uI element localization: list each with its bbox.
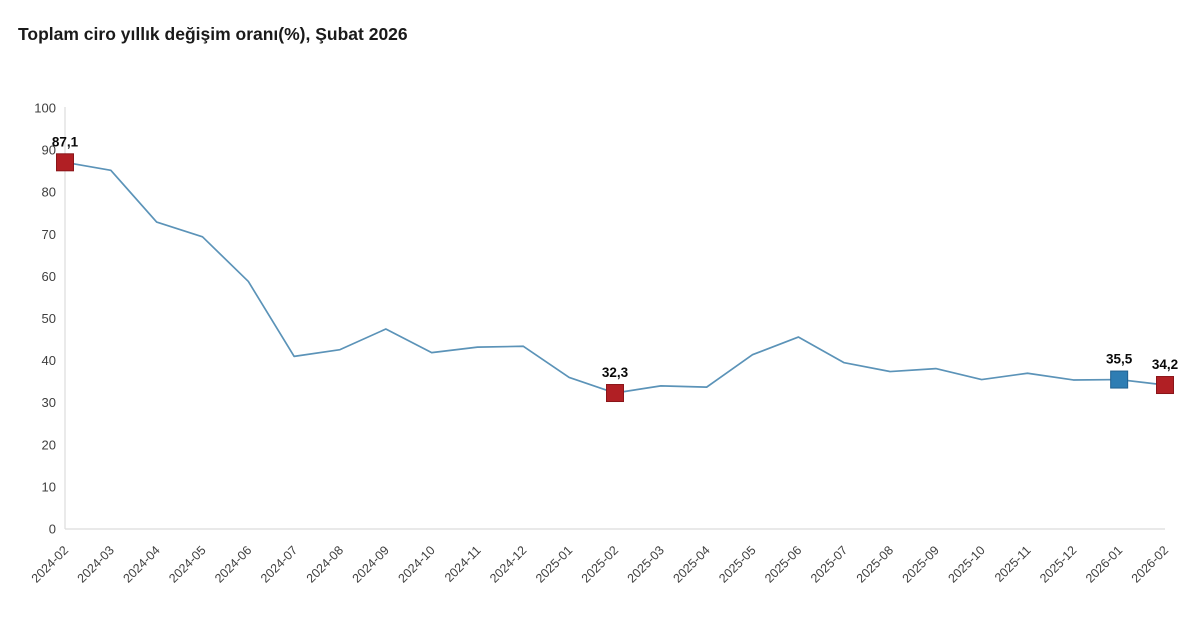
data-point-value-label: 32,3	[602, 365, 629, 380]
data-point-marker	[1156, 376, 1174, 395]
data-point-marker	[56, 153, 74, 172]
y-axis-tick-label: 0	[49, 522, 56, 537]
data-point-value-label: 87,1	[52, 134, 79, 149]
x-axis-tick-label: 2024-03	[75, 543, 117, 585]
chart-title: Toplam ciro yıllık değişim oranı(%), Şub…	[18, 24, 408, 44]
x-axis-tick-label: 2025-07	[808, 543, 850, 585]
y-axis-tick-label: 40	[42, 353, 56, 368]
x-axis-tick-label: 2026-01	[1083, 543, 1125, 585]
x-axis-tick-label: 2024-07	[258, 543, 300, 585]
x-axis-tick-label: 2024-05	[166, 543, 208, 585]
x-axis-tick-label: 2024-12	[487, 543, 529, 585]
x-axis-tick-label: 2024-11	[442, 543, 484, 585]
x-axis-tick-label: 2024-06	[212, 543, 254, 585]
x-axis-tick-label: 2025-03	[625, 543, 667, 585]
y-axis-tick-label: 100	[34, 101, 56, 116]
x-axis-tick-label: 2025-05	[716, 543, 758, 585]
data-point-marker	[606, 384, 624, 403]
x-axis-tick-label: 2025-06	[762, 543, 804, 585]
x-axis-tick-label: 2024-04	[120, 543, 162, 585]
y-axis-tick-label: 20	[42, 437, 56, 452]
data-point-value-label: 34,2	[1152, 357, 1178, 372]
x-axis-tick-label: 2025-04	[670, 543, 712, 585]
x-axis-tick-label: 2024-09	[350, 543, 392, 585]
data-line-series	[64, 161, 1166, 394]
x-axis-tick-label: 2025-10	[945, 543, 987, 585]
x-axis-tick-label: 2025-12	[1037, 543, 1079, 585]
y-axis-tick-label: 90	[42, 143, 56, 158]
y-axis-tick-label: 80	[42, 185, 56, 200]
y-axis-tick-label: 60	[42, 269, 56, 284]
x-axis-tick-label: 2024-08	[304, 543, 346, 585]
x-axis-tick-label: 2025-08	[854, 543, 896, 585]
x-axis-tick-label: 2025-09	[900, 543, 942, 585]
y-axis-tick-label: 70	[42, 227, 56, 242]
x-axis-tick-label: 2024-02	[29, 543, 71, 585]
x-axis-tick-label: 2025-01	[533, 543, 575, 585]
y-axis-tick-label: 30	[42, 395, 56, 410]
x-axis-tick-label: 2024-10	[395, 543, 437, 585]
y-axis-tick-label: 10	[42, 479, 56, 494]
data-point-marker	[1110, 370, 1129, 389]
data-point-value-label: 35,5	[1106, 352, 1133, 367]
x-axis-tick-label: 2025-11	[992, 543, 1034, 585]
x-axis-tick-label: 2025-02	[579, 543, 621, 585]
y-axis-tick-label: 50	[42, 311, 56, 326]
x-axis-tick-label: 2026-02	[1129, 543, 1171, 585]
